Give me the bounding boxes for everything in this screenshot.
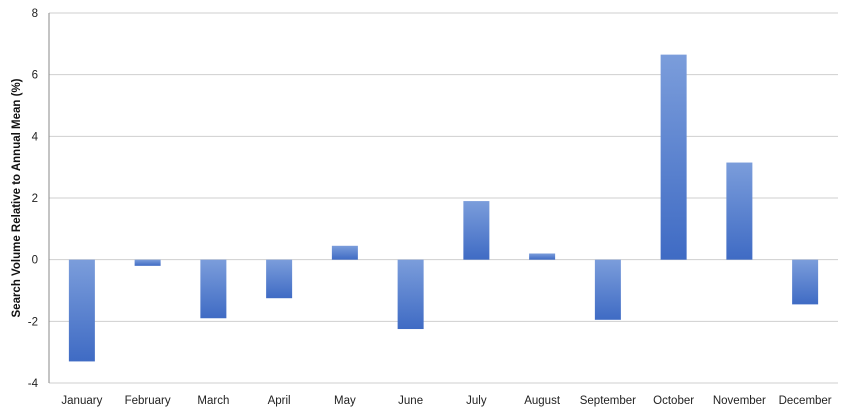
y-tick-label: 4 [32,131,39,143]
x-category-labels: January February March April May June July Augu… [61,395,831,407]
bars [68,54,819,362]
y-tick-label: -4 [28,378,39,390]
bar-august [529,253,556,260]
y-tick-label: 0 [32,255,38,267]
gridlines [48,12,838,384]
y-tick-labels: -4 -2 0 2 4 6 8 [28,8,39,390]
bar-january [68,259,95,362]
y-tick-label: 2 [32,193,38,205]
x-tick-label: July [466,395,487,407]
bar-may [331,245,358,260]
x-tick-label: May [334,395,356,407]
x-tick-label: August [524,395,561,407]
x-tick-label: January [61,395,102,407]
bar-july [463,201,490,260]
x-tick-label: March [197,395,229,407]
bar-december [792,259,819,305]
x-tick-label: October [653,395,694,407]
bar-november [726,162,753,260]
x-tick-label: February [125,395,171,407]
x-tick-label: September [580,395,636,407]
x-tick-label: November [713,395,766,407]
y-tick-label: -2 [28,316,38,328]
x-tick-label: April [268,395,291,407]
y-tick-label: 8 [32,8,38,20]
y-axis-label: Search Volume Relative to Annual Mean (%… [11,78,23,317]
bar-june [397,259,424,330]
y-tick-label: 6 [32,70,38,82]
bar-april [266,259,293,299]
x-tick-label: June [398,395,423,407]
x-tick-label: December [779,395,832,407]
bar-march [200,259,227,319]
bar-september [594,259,621,320]
bar-october [660,54,687,260]
bar-february [134,259,161,266]
